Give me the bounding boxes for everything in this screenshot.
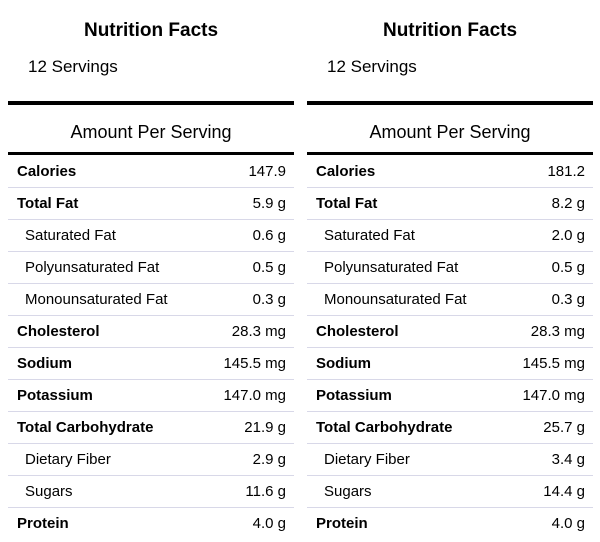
nutrient-value: 28.3 mg — [530, 323, 585, 340]
nutrient-value: 25.7 g — [543, 419, 585, 436]
nutrient-name: Sodium — [316, 355, 371, 372]
nutrient-value: 0.3 g — [252, 291, 286, 308]
nutrition-panel-2: Nutrition Facts 12 Servings Amount Per S… — [307, 0, 593, 539]
nutrient-row: Polyunsaturated Fat 0.5 g — [307, 251, 593, 283]
nutrient-row: Potassium 147.0 mg — [307, 379, 593, 411]
nutrient-row: Cholesterol 28.3 mg — [307, 315, 593, 347]
servings-label: 12 Servings — [28, 57, 118, 76]
nutrient-value: 0.3 g — [551, 291, 585, 308]
nutrient-row: Sodium 145.5 mg — [307, 347, 593, 379]
nutrient-name: Dietary Fiber — [324, 451, 410, 468]
medium-divider — [8, 152, 294, 155]
nutrient-name: Calories — [316, 162, 376, 180]
nutrient-value: 21.9 g — [244, 419, 286, 436]
nutrient-value: 147.0 mg — [522, 387, 585, 404]
nutrient-name: Sodium — [17, 355, 72, 372]
nutrient-row: Monounsaturated Fat 0.3 g — [8, 283, 294, 315]
nutrient-row: Total Carbohydrate 21.9 g — [8, 411, 294, 443]
nutrient-value: 4.0 g — [551, 515, 585, 532]
nutrient-row: Calories 147.9 — [8, 155, 294, 187]
nutrient-value: 147.9 — [248, 162, 286, 180]
nutrient-name: Dietary Fiber — [25, 451, 111, 468]
thick-divider — [307, 101, 593, 105]
nutrient-rows: Calories 147.9 Total Fat 5.9 g Saturated Fat… — [8, 155, 294, 539]
nutrient-row: Polyunsaturated Fat 0.5 g — [8, 251, 294, 283]
nutrient-row: Sodium 145.5 mg — [8, 347, 294, 379]
nutrient-name: Total Fat — [17, 195, 79, 212]
nutrient-value: 8.2 g — [551, 195, 585, 212]
nutrient-name: Sugars — [324, 483, 372, 500]
nutrient-name: Total Fat — [316, 195, 378, 212]
nutrient-name: Monounsaturated Fat — [25, 291, 168, 308]
nutrient-row: Protein 4.0 g — [307, 507, 593, 539]
nutrient-row: Monounsaturated Fat 0.3 g — [307, 283, 593, 315]
nutrient-value: 145.5 mg — [522, 355, 585, 372]
nutrient-value: 147.0 mg — [223, 387, 286, 404]
nutrient-value: 145.5 mg — [223, 355, 286, 372]
nutrient-name: Potassium — [316, 387, 392, 404]
nutrient-name: Saturated Fat — [25, 227, 116, 244]
nutrient-value: 0.5 g — [551, 259, 585, 276]
nutrient-name: Sugars — [25, 483, 73, 500]
nutrient-value: 11.6 g — [245, 483, 286, 500]
nutrient-row: Dietary Fiber 3.4 g — [307, 443, 593, 475]
nutrient-value: 0.6 g — [252, 227, 286, 244]
nutrient-value: 181.2 — [547, 162, 585, 180]
nutrient-name: Cholesterol — [17, 323, 100, 340]
nutrient-value: 28.3 mg — [231, 323, 286, 340]
thick-divider — [8, 101, 294, 105]
nutrient-name: Protein — [316, 515, 368, 532]
servings-label: 12 Servings — [327, 57, 417, 76]
nutrient-row: Total Fat 5.9 g — [8, 187, 294, 219]
nutrient-row: Dietary Fiber 2.9 g — [8, 443, 294, 475]
nutrient-value: 2.9 g — [252, 451, 286, 468]
medium-divider — [307, 152, 593, 155]
nutrient-row: Total Carbohydrate 25.7 g — [307, 411, 593, 443]
nutrient-row: Calories 181.2 — [307, 155, 593, 187]
nutrient-rows: Calories 181.2 Total Fat 8.2 g Saturated Fat… — [307, 155, 593, 539]
nutrient-value: 0.5 g — [252, 259, 286, 276]
nutrient-row: Cholesterol 28.3 mg — [8, 315, 294, 347]
amount-per-serving-label: Amount Per Serving — [369, 122, 531, 142]
nutrient-name: Calories — [17, 162, 77, 180]
nutrient-value: 4.0 g — [252, 515, 286, 532]
nutrient-row: Sugars 11.6 g — [8, 475, 294, 507]
nutrient-row: Sugars 14.4 g — [307, 475, 593, 507]
nutrient-row: Total Fat 8.2 g — [307, 187, 593, 219]
nutrient-name: Potassium — [17, 387, 93, 404]
nutrient-row: Protein 4.0 g — [8, 507, 294, 539]
amount-per-serving-label: Amount Per Serving — [70, 122, 232, 142]
nutrient-value: 5.9 g — [252, 195, 286, 212]
nutrient-name: Monounsaturated Fat — [324, 291, 467, 308]
panel-title: Nutrition Facts — [382, 20, 518, 41]
panel-title: Nutrition Facts — [83, 20, 219, 41]
nutrient-name: Total Carbohydrate — [17, 419, 154, 436]
nutrient-name: Total Carbohydrate — [316, 419, 453, 436]
nutrient-name: Polyunsaturated Fat — [25, 259, 160, 276]
nutrient-value: 2.0 g — [551, 227, 585, 244]
nutrient-row: Potassium 147.0 mg — [8, 379, 294, 411]
nutrient-name: Saturated Fat — [324, 227, 415, 244]
nutrient-name: Protein — [17, 515, 69, 532]
nutrient-value: 3.4 g — [551, 451, 585, 468]
nutrient-row: Saturated Fat 0.6 g — [8, 219, 294, 251]
nutrient-name: Cholesterol — [316, 323, 399, 340]
nutrient-row: Saturated Fat 2.0 g — [307, 219, 593, 251]
nutrition-panel-1: Nutrition Facts 12 Servings Amount Per S… — [8, 0, 294, 539]
nutrient-name: Polyunsaturated Fat — [324, 259, 459, 276]
nutrient-value: 14.4 g — [543, 483, 585, 500]
